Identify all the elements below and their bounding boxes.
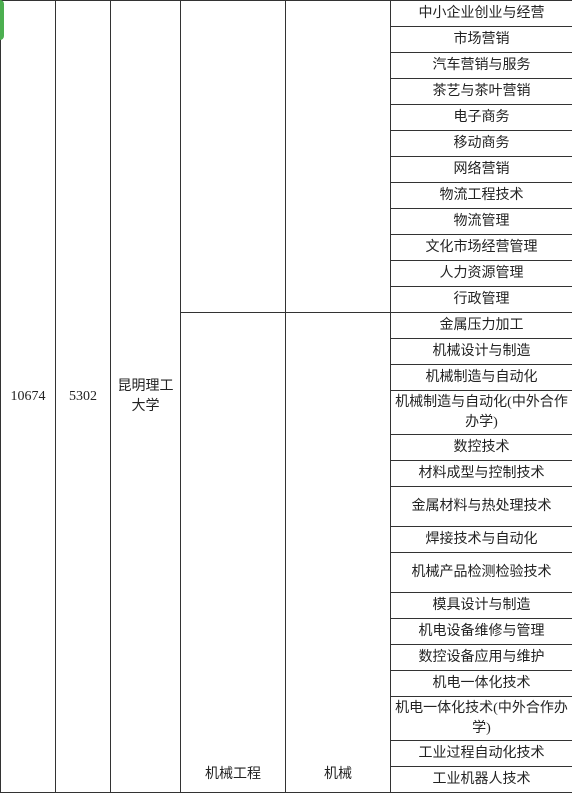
- major-cell: 中小企业创业与经营: [391, 1, 572, 27]
- major-cell: 模具设计与制造: [391, 593, 572, 619]
- major-cell: 机械产品检测检验技术: [391, 553, 572, 593]
- major-cell: 工业过程自动化技术: [391, 741, 572, 767]
- major-cell: 机电一体化技术(中外合作办学): [391, 697, 572, 741]
- major-cell: 移动商务: [391, 131, 572, 157]
- major-cell: 物流工程技术: [391, 183, 572, 209]
- major-cell: 数控技术: [391, 435, 572, 461]
- major-cell: 焊接技术与自动化: [391, 527, 572, 553]
- cell-code2: 5302: [56, 1, 111, 793]
- major-cell: 电子商务: [391, 105, 572, 131]
- major-cell: 汽车营销与服务: [391, 53, 572, 79]
- major-cell: 数控设备应用与维护: [391, 645, 572, 671]
- major-cell: 机械制造与自动化: [391, 365, 572, 391]
- cell-category-top: [181, 1, 286, 313]
- major-cell: 文化市场经营管理: [391, 235, 572, 261]
- cell-code1: 10674: [1, 1, 56, 793]
- major-cell: 茶艺与茶叶营销: [391, 79, 572, 105]
- left-edge-indicator: [0, 0, 4, 40]
- major-cell: 机械制造与自动化(中外合作办学): [391, 391, 572, 435]
- major-cell: 机电设备维修与管理: [391, 619, 572, 645]
- major-cell: 机电一体化技术: [391, 671, 572, 697]
- major-cell: 金属材料与热处理技术: [391, 487, 572, 527]
- cell-subcategory-top: [286, 1, 391, 313]
- major-cell: 材料成型与控制技术: [391, 461, 572, 487]
- cell-university: 昆明理工大学: [111, 1, 181, 793]
- major-cell: 网络营销: [391, 157, 572, 183]
- cell-category-bottom: 机械工程: [181, 313, 286, 793]
- major-cell: 工业机器人技术: [391, 767, 572, 793]
- major-cell: 物流管理: [391, 209, 572, 235]
- major-cell: 金属压力加工: [391, 313, 572, 339]
- cell-subcategory-bottom: 机械: [286, 313, 391, 793]
- major-cell: 人力资源管理: [391, 261, 572, 287]
- major-cell: 市场营销: [391, 27, 572, 53]
- major-cell: 机械设计与制造: [391, 339, 572, 365]
- curriculum-table: 10674 5302 昆明理工大学 中小企业创业与经营 市场营销 汽车营销与服务…: [0, 0, 572, 793]
- major-cell: 行政管理: [391, 287, 572, 313]
